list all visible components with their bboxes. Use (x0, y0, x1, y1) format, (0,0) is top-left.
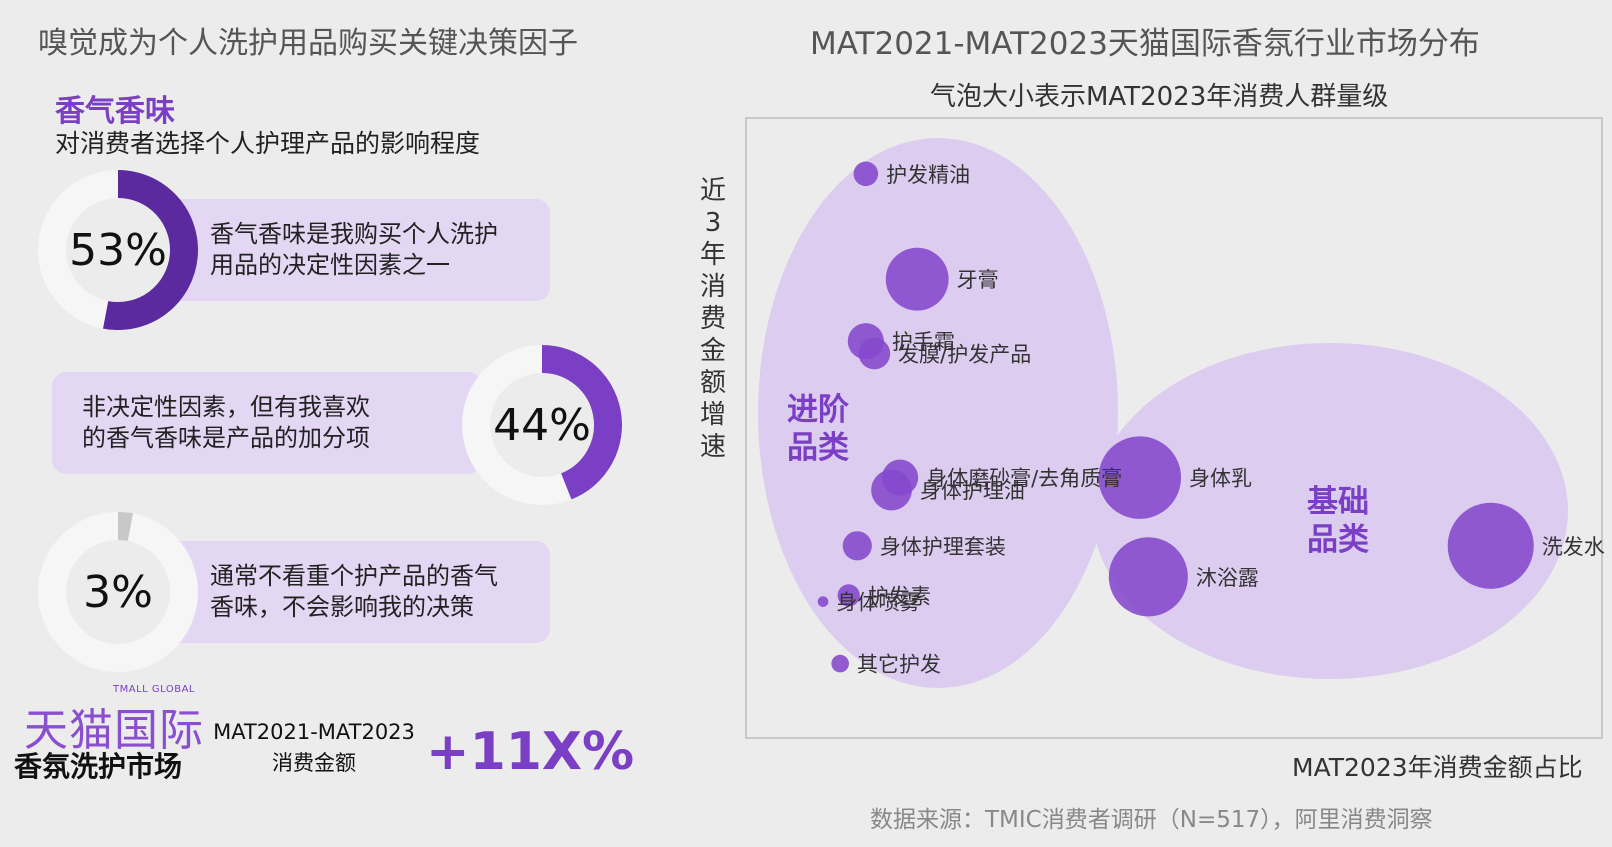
left-title: 嗅觉成为个人洗护用品购买关键决策因子 (38, 26, 578, 61)
donut-3-inner (66, 540, 170, 644)
donut-3-arc (117, 512, 133, 541)
bubble-label-8: 身体喷雾 (836, 591, 920, 615)
aroma-subtitle: 对消费者选择个人护理产品的影响程度 (55, 129, 481, 158)
donut-2-svg (462, 345, 622, 505)
brand-market: 香氛洗护市场 (14, 750, 183, 783)
plot-frame (745, 117, 1603, 739)
group-label-basic-2: 品类 (1307, 522, 1369, 558)
bubble-8 (817, 596, 829, 607)
bubble-label-6: 身体护理套装 (880, 535, 1006, 559)
bubble-label-5: 身体护理油 (920, 479, 1025, 503)
mat-amount: 消费金额 (272, 751, 356, 775)
chart-subtitle: 气泡大小表示MAT2023年消费人群量级 (930, 82, 1389, 112)
donut-chart-3: 3% (38, 512, 198, 672)
data-source: 数据来源：TMIC消费者调研（N=517），阿里消费洞察 (870, 807, 1433, 833)
donut-2-arc (541, 345, 622, 500)
bubble-11 (1108, 537, 1188, 617)
aroma-card-2-line1: 非决定性因素，但有我喜欢 (82, 393, 370, 421)
group-label-basic-1: 基础 (1307, 484, 1369, 520)
brand-logo-cn: 天猫国际 (24, 705, 204, 756)
aroma-card-1-line1: 香气香味是我购买个人洗护 (210, 220, 498, 248)
bubble-5 (871, 469, 912, 511)
aroma-card-1-line2: 用品的决定性因素之一 (210, 251, 450, 279)
donut-1-arc (103, 170, 198, 330)
bubble-label-1: 牙膏 (957, 268, 999, 292)
bubble-label-11: 沐浴露 (1196, 566, 1259, 590)
group-label-advanced-1: 进阶 (787, 392, 849, 428)
group-ellipse-basic (1092, 343, 1568, 679)
aroma-card-2: 非决定性因素，但有我喜欢 的香气香味是产品的加分项 (52, 372, 482, 474)
aroma-title: 香气香味 (55, 94, 175, 129)
bubble-12 (1447, 502, 1534, 589)
y-axis-label: 近3年消费金额增速 (699, 176, 726, 462)
donut-1-svg (38, 170, 198, 330)
aroma-card-3: 通常不看重个护产品的香气 香味，不会影响我的决策 (150, 541, 550, 643)
bubble-3 (858, 337, 891, 370)
bubble-label-3: 发膜/护发产品 (898, 343, 1031, 367)
donut-3-svg (38, 512, 198, 672)
bubble-1 (885, 247, 949, 311)
group-label-advanced-2: 品类 (787, 430, 849, 466)
bubble-9 (831, 654, 849, 673)
bubble-label-4: 身体磨砂膏/去角质膏 (926, 467, 1122, 491)
bubble-label-10: 身体乳 (1189, 467, 1252, 491)
donut-3-percent: 3% (83, 566, 153, 618)
bubble-series (817, 161, 1534, 673)
aroma-card-1: 香气香味是我购买个人洗护 用品的决定性因素之一 (150, 199, 550, 301)
bubble-label-12: 洗发水 (1542, 535, 1605, 559)
aroma-card-2-line2: 的香气香味是产品的加分项 (82, 424, 370, 452)
x-axis-label: MAT2023年消费金额占比 (1292, 753, 1583, 782)
aroma-card-3-line2: 香味，不会影响我的决策 (210, 593, 474, 621)
brand-logo-en: TMALL GLOBAL (113, 684, 196, 695)
aroma-card-3-line1: 通常不看重个护产品的香气 (210, 562, 498, 590)
bubble-10 (1098, 436, 1182, 519)
bubble-label-2: 护手霜 (892, 330, 955, 354)
donut-chart-2: 44% (462, 345, 622, 505)
bubble-label-0: 护发精油 (886, 163, 970, 187)
bubble-7 (837, 584, 860, 607)
bubble-label-series: 护发精油牙膏护手霜发膜/护发产品身体磨砂膏/去角质膏身体护理油身体护理套装护发素… (836, 163, 1604, 677)
bubble-label-7: 护发素 (868, 584, 931, 608)
growth-value: +11X% (426, 722, 635, 782)
donut-2-percent: 44% (493, 399, 591, 451)
donut-chart-1: 53% (38, 170, 198, 330)
bubble-0 (853, 161, 879, 187)
donut-1-percent: 53% (69, 224, 167, 276)
donut-1-inner (66, 198, 170, 302)
chart-title: MAT2021-MAT2023天猫国际香氛行业市场分布 (810, 26, 1480, 62)
bubble-6 (842, 531, 872, 561)
donut-2-inner (490, 373, 594, 477)
bubble-label-9: 其它护发 (857, 653, 941, 677)
mat-range: MAT2021-MAT2023 (213, 720, 415, 744)
